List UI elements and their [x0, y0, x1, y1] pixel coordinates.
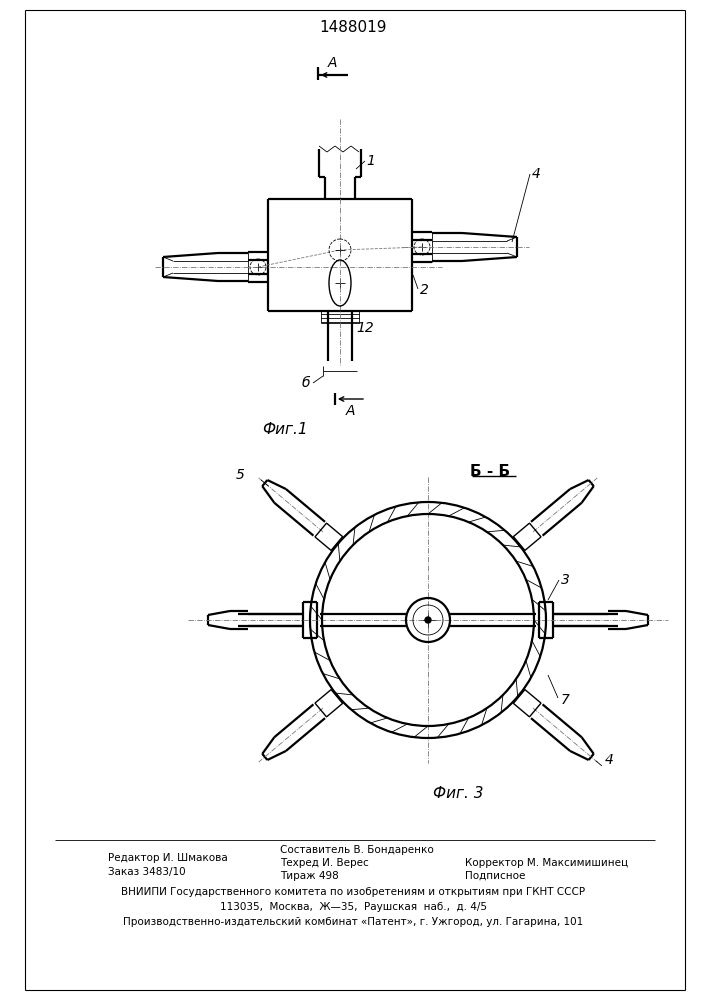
Text: 4: 4	[605, 753, 614, 767]
Text: 7: 7	[561, 693, 570, 707]
Text: A: A	[345, 404, 355, 418]
Text: 5: 5	[236, 468, 245, 482]
Text: Подписное: Подписное	[465, 871, 525, 881]
Text: 12: 12	[356, 321, 374, 335]
Text: Фиг. 3: Фиг. 3	[433, 786, 484, 800]
Text: 4: 4	[532, 167, 541, 181]
Text: Составитель В. Бондаренко: Составитель В. Бондаренко	[280, 845, 434, 855]
Text: ВНИИПИ Государственного комитета по изобретениям и открытиям при ГКНТ СССР: ВНИИПИ Государственного комитета по изоб…	[121, 887, 585, 897]
Text: Техред И. Верес: Техред И. Верес	[280, 858, 369, 868]
Text: 3: 3	[561, 573, 570, 587]
Text: Тираж 498: Тираж 498	[280, 871, 339, 881]
Text: Фиг.1: Фиг.1	[262, 422, 308, 436]
Text: Заказ 3483/10: Заказ 3483/10	[108, 867, 186, 877]
Text: A: A	[327, 56, 337, 70]
Text: Редактор И. Шмакова: Редактор И. Шмакова	[108, 853, 228, 863]
Text: б: б	[302, 376, 310, 390]
Circle shape	[425, 617, 431, 623]
Text: 113035,  Москва,  Ж—35,  Раушская  наб.,  д. 4/5: 113035, Москва, Ж—35, Раушская наб., д. …	[219, 902, 486, 912]
Text: Корректор М. Максимишинец: Корректор М. Максимишинец	[465, 858, 628, 868]
Text: Производственно-издательский комбинат «Патент», г. Ужгород, ул. Гагарина, 101: Производственно-издательский комбинат «П…	[123, 917, 583, 927]
Text: 1: 1	[366, 154, 375, 168]
Text: 1488019: 1488019	[320, 20, 387, 35]
Text: 2: 2	[420, 283, 429, 297]
Text: Б - Б: Б - Б	[470, 464, 510, 480]
